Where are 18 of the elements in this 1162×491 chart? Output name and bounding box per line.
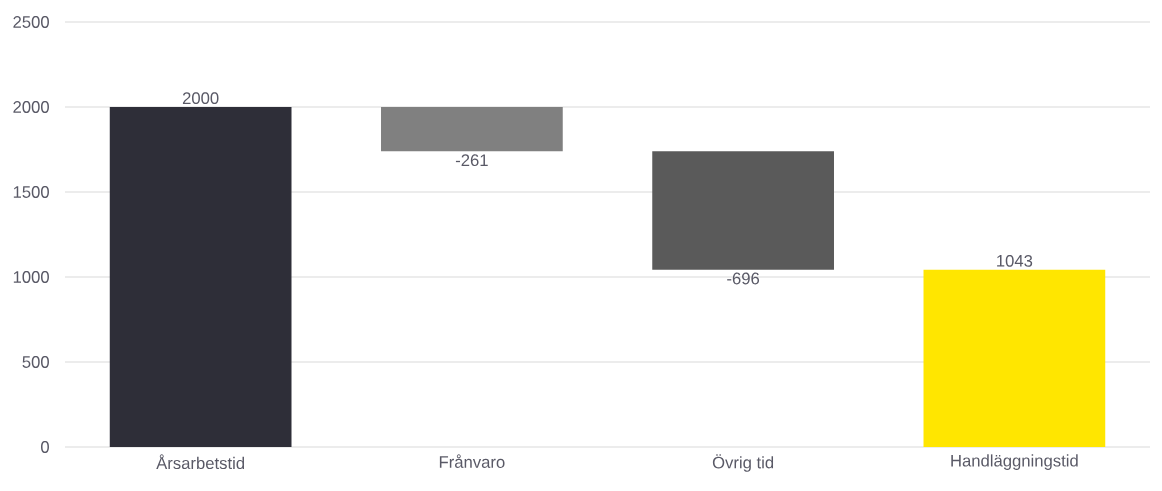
y-tick-label: 1500 bbox=[13, 186, 49, 198]
y-tick-label: 500 bbox=[22, 356, 49, 368]
x-tick-label: Övrig tid bbox=[712, 454, 774, 472]
data-label: 2000 bbox=[182, 92, 219, 105]
x-tick-label: Frånvaro bbox=[439, 454, 505, 468]
y-tick-label: 2000 bbox=[13, 101, 49, 113]
bar bbox=[652, 151, 834, 270]
x-tick-label: Årsarbetstid bbox=[156, 454, 245, 470]
data-label: -261 bbox=[455, 154, 488, 167]
y-tick-label: 2500 bbox=[13, 16, 49, 28]
bar bbox=[381, 106, 563, 152]
data-label: 1043 bbox=[997, 254, 1033, 267]
data-label: -696 bbox=[727, 272, 760, 285]
bar bbox=[109, 106, 292, 447]
y-tick-label: 0 bbox=[41, 441, 49, 453]
y-tick-label: 1000 bbox=[13, 271, 49, 283]
bar bbox=[923, 269, 1106, 447]
x-tick-label: Handläggningstid bbox=[951, 454, 1078, 470]
